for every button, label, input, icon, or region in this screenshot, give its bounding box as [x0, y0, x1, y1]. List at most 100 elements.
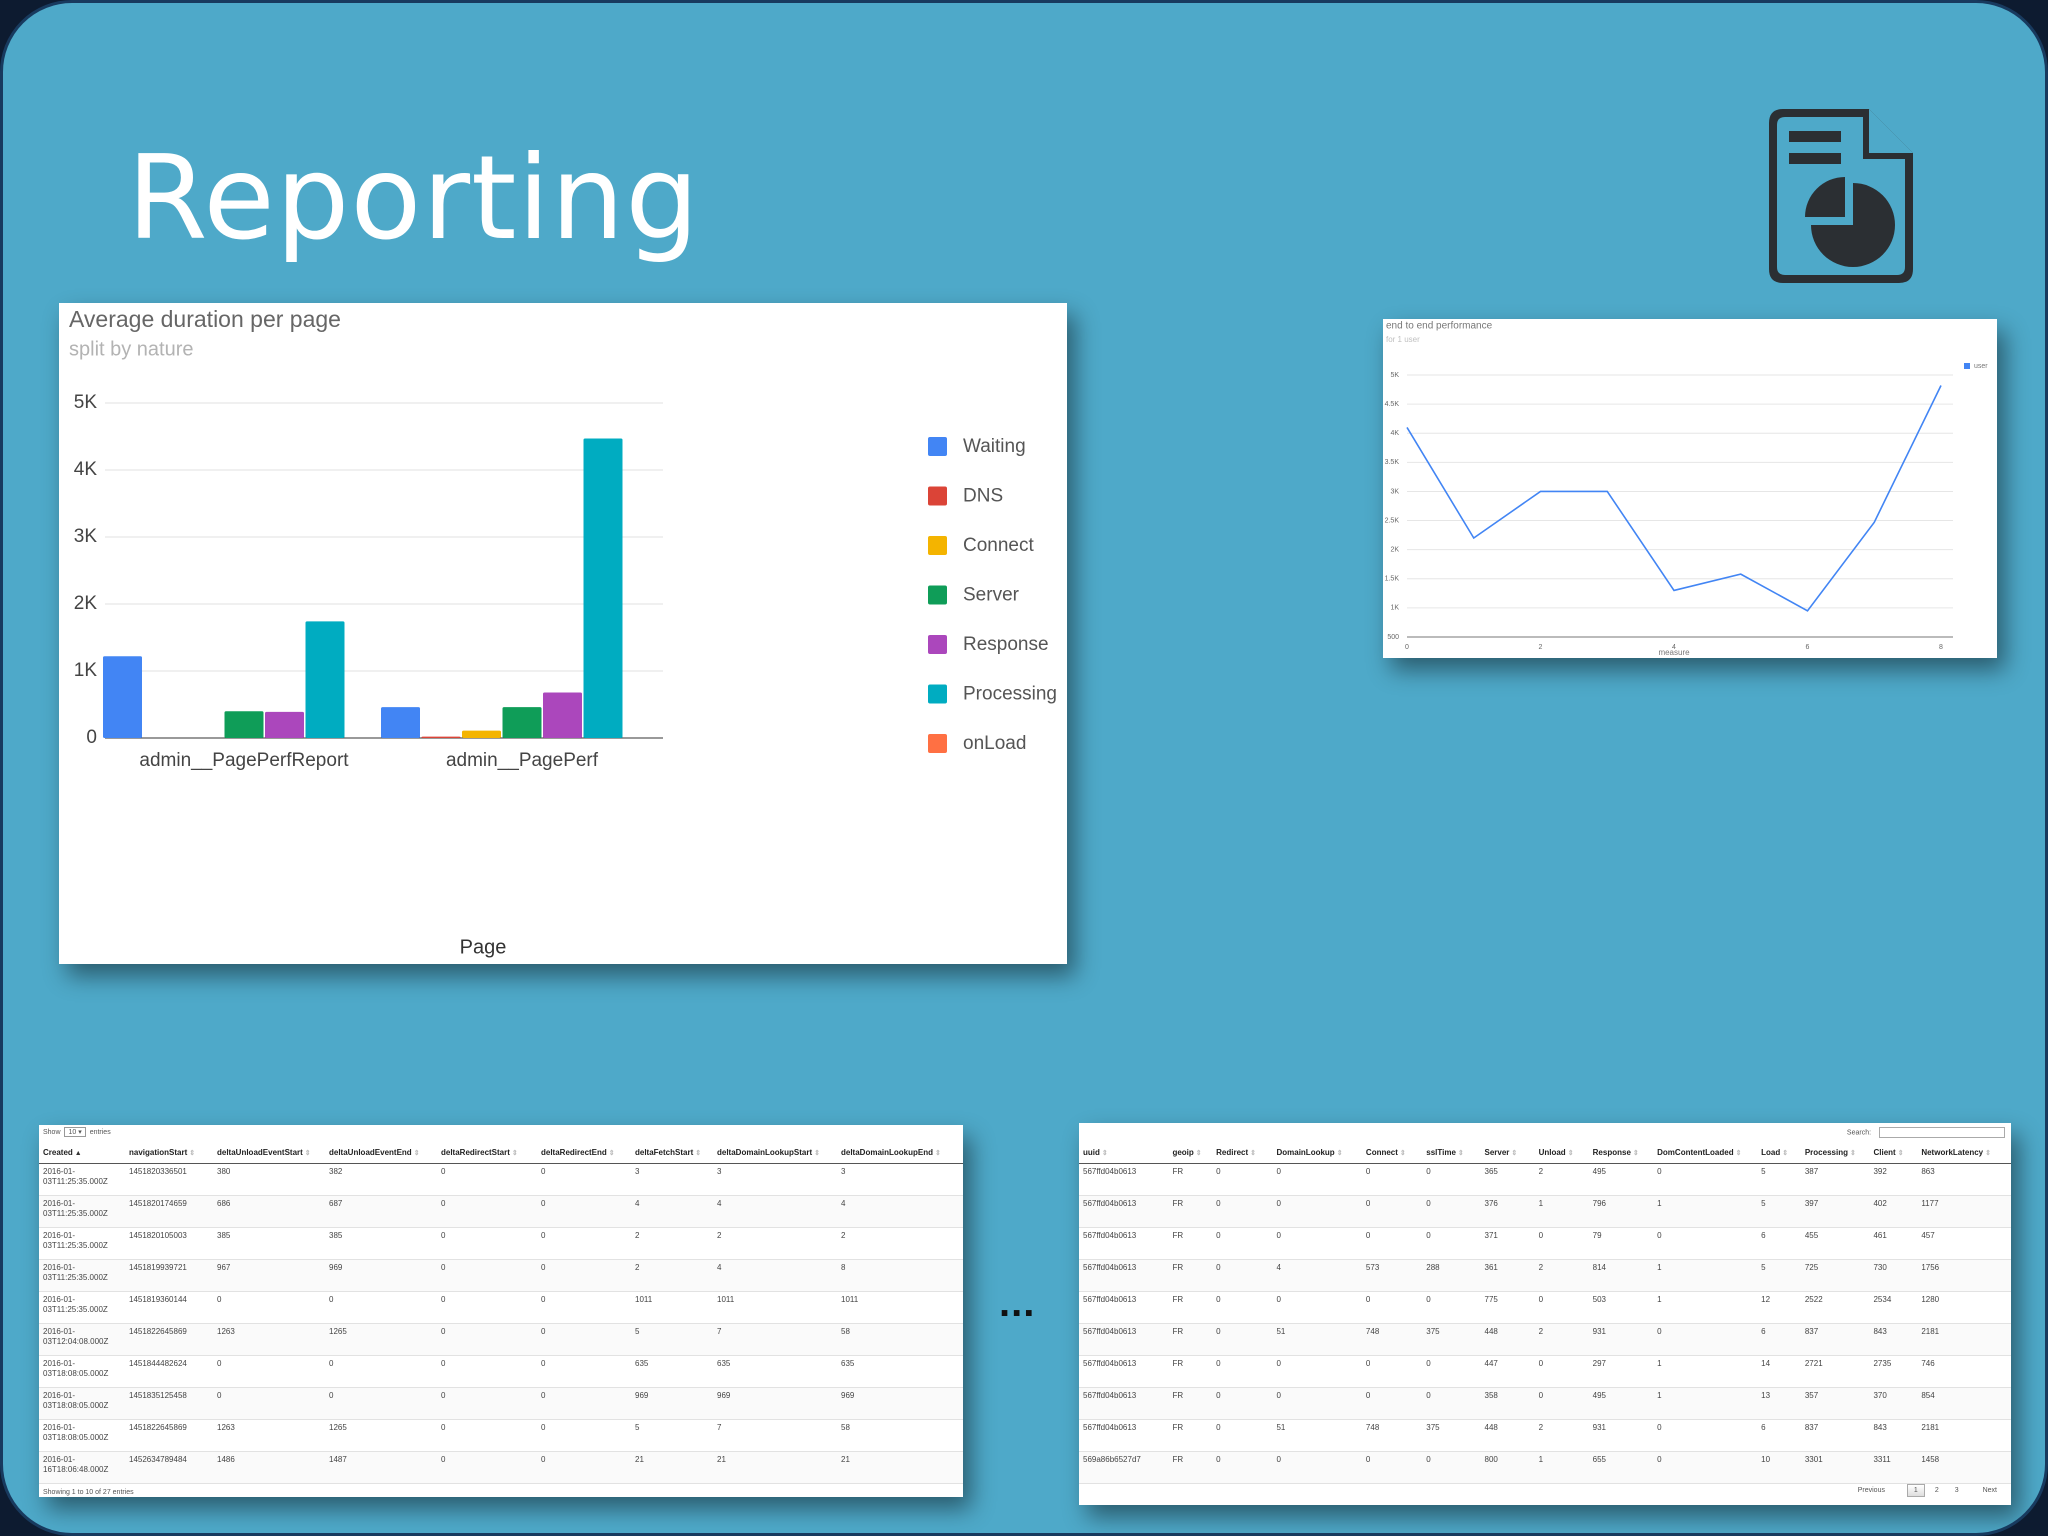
table-cell: FR [1168, 1195, 1213, 1228]
pagination-page-2[interactable]: 2 [1934, 1487, 1939, 1494]
table-cell: 376 [1480, 1195, 1535, 1228]
table-row: 567ffd04b0613 FR 0 0 0 0 358 0 495 1 13 357 370 854 [1079, 1387, 2011, 1420]
pagination-previous[interactable]: Previous [1857, 1487, 1885, 1494]
table-row: 567ffd04b0613 FR 0 51 748 375 448 2 931 0 6 837 843 2… [1079, 1419, 2011, 1452]
table2-header-connect[interactable]: Connect ⇕ [1361, 1141, 1423, 1164]
table-cell: 51 [1272, 1419, 1362, 1452]
table-cell: 1451819360144 [125, 1291, 213, 1324]
table1-header-deltaredirectstart[interactable]: deltaRedirectStart ⇕ [437, 1141, 537, 1164]
table2-header-geoip[interactable]: geoip ⇕ [1168, 1141, 1213, 1164]
bar-ytick-label: 2K [74, 593, 98, 614]
table-cell: 796 [1588, 1195, 1654, 1228]
table-row: 2016-01-03T18:08:05.000Z 1451835125458 0 0 0… [39, 1387, 963, 1420]
table-cell: 447 [1480, 1355, 1535, 1388]
table2-header-domcontentloaded[interactable]: DomContentLoaded ⇕ [1653, 1141, 1758, 1164]
bar-chart-xlabel: Page [460, 936, 507, 958]
pagination-page-1[interactable]: 1 [1906, 1484, 1925, 1497]
table-cell: 969 [837, 1387, 963, 1420]
table-row: 2016-01-03T12:04:08.000Z 1451822645869 126… [39, 1323, 963, 1356]
table1-info: Showing 1 to 10 of 27 entries [43, 1489, 134, 1496]
table-cell: 2181 [1917, 1323, 2011, 1356]
table-cell: 2721 [1800, 1355, 1870, 1388]
line-series-user [1406, 385, 1942, 612]
table2-header-label: NetworkLatency [1921, 1147, 1984, 1157]
bar-waiting-0 [103, 656, 142, 738]
line-ytick-label: 2.5K [1385, 517, 1400, 524]
bar-chart: Average duration per page split by natur… [69, 306, 1057, 958]
table-row: 2016-01-03T11:25:35.000Z 1451820174659 686… [39, 1195, 963, 1228]
table-cell: 5 [1757, 1195, 1801, 1228]
table-cell: 567ffd04b0613 [1079, 1163, 1169, 1196]
table1-header-label: deltaFetchStart [635, 1147, 694, 1157]
table-cell: 837 [1800, 1419, 1870, 1452]
table2-header-response[interactable]: Response ⇕ [1588, 1141, 1654, 1164]
table-cell: 2016-01-03T18:08:05.000Z [39, 1355, 125, 1388]
table2-header-networklatency[interactable]: NetworkLatency ⇕ [1917, 1141, 2011, 1164]
pagination-next[interactable]: Next [1982, 1487, 1997, 1494]
table1-header-deltadomainlookupend[interactable]: deltaDomainLookupEnd ⇕ [837, 1141, 963, 1164]
table1-header-deltaunloadeventstart[interactable]: deltaUnloadEventStart ⇕ [213, 1141, 325, 1164]
bar-server-0 [224, 711, 264, 738]
table2-header-ssltime[interactable]: sslTime ⇕ [1422, 1141, 1481, 1164]
table-cell: 0 [1212, 1451, 1273, 1484]
table-cell: 0 [1653, 1323, 1758, 1356]
table1-header-created[interactable]: Created ▲ [39, 1141, 125, 1164]
table2-header-label: Response [1592, 1147, 1631, 1157]
table-cell: 1 [1534, 1195, 1589, 1228]
sort-icon: ⇕ [304, 1149, 311, 1157]
table2-header-processing[interactable]: Processing ⇕ [1800, 1141, 1870, 1164]
table-cell: 814 [1588, 1259, 1654, 1292]
table-cell: 0 [437, 1163, 537, 1196]
sort-icon: ⇕ [1101, 1149, 1108, 1157]
table2-header-label: Redirect [1216, 1147, 1249, 1157]
table-cell: 0 [1534, 1355, 1589, 1388]
table-cell: 2016-01-03T18:08:05.000Z [39, 1419, 125, 1452]
legend-swatch-connect [928, 536, 947, 555]
table-cell: 397 [1800, 1195, 1870, 1228]
table2-header-redirect[interactable]: Redirect ⇕ [1212, 1141, 1273, 1164]
table1-header-deltaunloadeventend[interactable]: deltaUnloadEventEnd ⇕ [325, 1141, 437, 1164]
table2-header-uuid[interactable]: uuid ⇕ [1079, 1141, 1169, 1164]
table-cell: 455 [1800, 1227, 1870, 1260]
table1-length-select[interactable]: 10 ▾ [64, 1127, 86, 1137]
table2-header-load[interactable]: Load ⇕ [1757, 1141, 1801, 1164]
table-cell: 0 [1422, 1227, 1481, 1260]
table-cell: 0 [1212, 1355, 1273, 1388]
table1-length-control: Show 10 ▾ entries [39, 1125, 963, 1141]
table-cell: 0 [1212, 1387, 1273, 1420]
table2-header-label: Processing [1804, 1147, 1848, 1157]
table-cell: 392 [1869, 1163, 1918, 1196]
table1-header-deltadomainlookupstart[interactable]: deltaDomainLookupStart ⇕ [713, 1141, 837, 1164]
table2-header-server[interactable]: Server ⇕ [1480, 1141, 1535, 1164]
legend-label-processing: Processing [963, 684, 1057, 705]
table-cell: 448 [1480, 1419, 1535, 1452]
table1-header-deltaredirectend[interactable]: deltaRedirectEnd ⇕ [537, 1141, 631, 1164]
table-cell: FR [1168, 1451, 1213, 1484]
legend-swatch-onload [928, 734, 947, 753]
table-cell: 58 [837, 1323, 963, 1356]
ellipsis: ... [999, 1281, 1036, 1325]
table-cell: 0 [1361, 1291, 1423, 1324]
table-cell: 4 [631, 1195, 713, 1228]
bar-ytick-label: 4K [74, 459, 98, 480]
table2-header-domainlookup[interactable]: DomainLookup ⇕ [1272, 1141, 1362, 1164]
table-cell: 1 [1534, 1451, 1589, 1484]
table2-header-unload[interactable]: Unload ⇕ [1534, 1141, 1589, 1164]
table-cell: 837 [1800, 1323, 1870, 1356]
line-chart-xlabel: measure [1658, 648, 1690, 657]
line-ytick-label: 3K [1390, 488, 1399, 495]
table1-header-deltafetchstart[interactable]: deltaFetchStart ⇕ [631, 1141, 713, 1164]
pagination-page-3[interactable]: 3 [1954, 1487, 1959, 1494]
table2-search-input[interactable] [1879, 1127, 2005, 1138]
table-cell: 2 [1534, 1323, 1589, 1356]
table-cell: 495 [1588, 1163, 1654, 1196]
sort-icon: ⇕ [413, 1149, 420, 1157]
table-cell: 2016-01-03T11:25:35.000Z [39, 1163, 125, 1196]
legend-swatch-server [928, 585, 947, 605]
table-cell: 0 [1212, 1419, 1273, 1452]
table2-header-client[interactable]: Client ⇕ [1869, 1141, 1918, 1164]
table-cell: 1 [1653, 1195, 1758, 1228]
table1-header-navigationstart[interactable]: navigationStart ⇕ [125, 1141, 213, 1164]
table-cell: 0 [1212, 1259, 1273, 1292]
